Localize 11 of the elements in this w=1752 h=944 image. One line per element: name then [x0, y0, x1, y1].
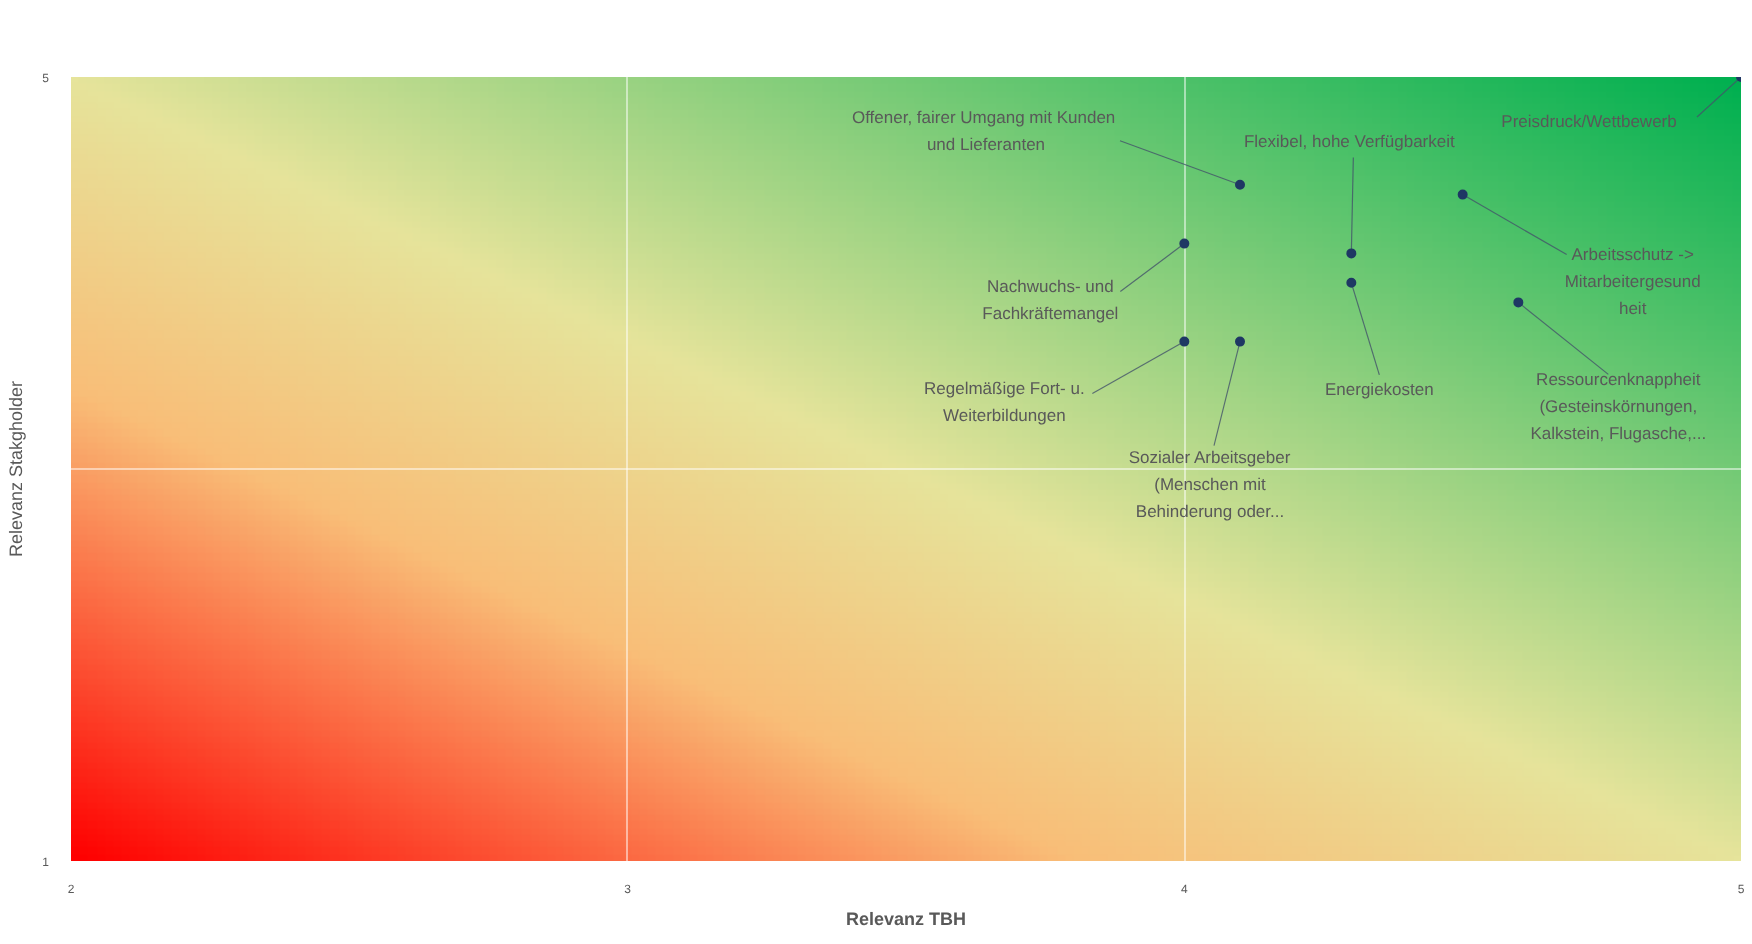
annotation: Ressourcenknappheit (Gesteinskörnungen, Kalkstein, Flugasche,...: [1530, 369, 1707, 444]
y-axis-title: Relevanz Stakgholder: [6, 380, 27, 558]
annotation: Flexibel, hohe Verfügbarkeit: [1243, 131, 1456, 152]
annotation: Offener, fairer Umgang mit Kunden und Lieferanten: [851, 107, 1116, 155]
annotation: Nachwuchs- und Fachkräftemangel: [982, 276, 1119, 324]
annotation: Regelmäßige Fort- u. Weiterbildungen: [924, 378, 1085, 426]
x-axis-title: Relevanz TBH: [845, 909, 967, 929]
annotation: Energiekosten: [1324, 378, 1435, 399]
annotation: Arbeitsschutz -> Mitarbeitergesund heit: [1564, 243, 1702, 318]
annotation: Sozialer Arbeitsgeber (Menschen mit Behinderung oder...: [1128, 446, 1291, 521]
annotation: Preisdruck/Wettbewerb: [1501, 111, 1678, 131]
